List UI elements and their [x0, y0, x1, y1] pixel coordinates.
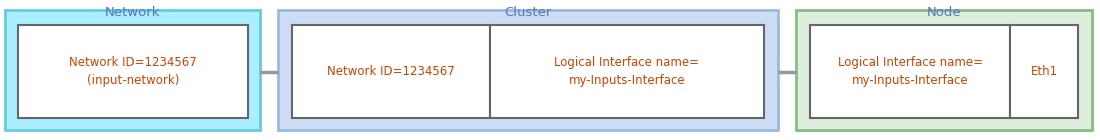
FancyBboxPatch shape: [796, 10, 1092, 130]
FancyBboxPatch shape: [292, 25, 490, 118]
FancyBboxPatch shape: [278, 10, 778, 130]
FancyBboxPatch shape: [1010, 25, 1078, 118]
Text: Network ID=1234567
(input-network): Network ID=1234567 (input-network): [69, 56, 197, 87]
Text: Logical Interface name=
my-Inputs-Interface: Logical Interface name= my-Inputs-Interf…: [837, 56, 982, 87]
FancyBboxPatch shape: [6, 10, 260, 130]
FancyBboxPatch shape: [18, 25, 248, 118]
Text: Cluster: Cluster: [504, 5, 552, 18]
Text: Network ID=1234567: Network ID=1234567: [327, 65, 455, 78]
Text: Eth1: Eth1: [1031, 65, 1057, 78]
Text: Network: Network: [104, 5, 161, 18]
Text: Logical Interface name=
my-Inputs-Interface: Logical Interface name= my-Inputs-Interf…: [554, 56, 700, 87]
Text: Node: Node: [926, 5, 961, 18]
FancyBboxPatch shape: [490, 25, 764, 118]
FancyBboxPatch shape: [810, 25, 1010, 118]
